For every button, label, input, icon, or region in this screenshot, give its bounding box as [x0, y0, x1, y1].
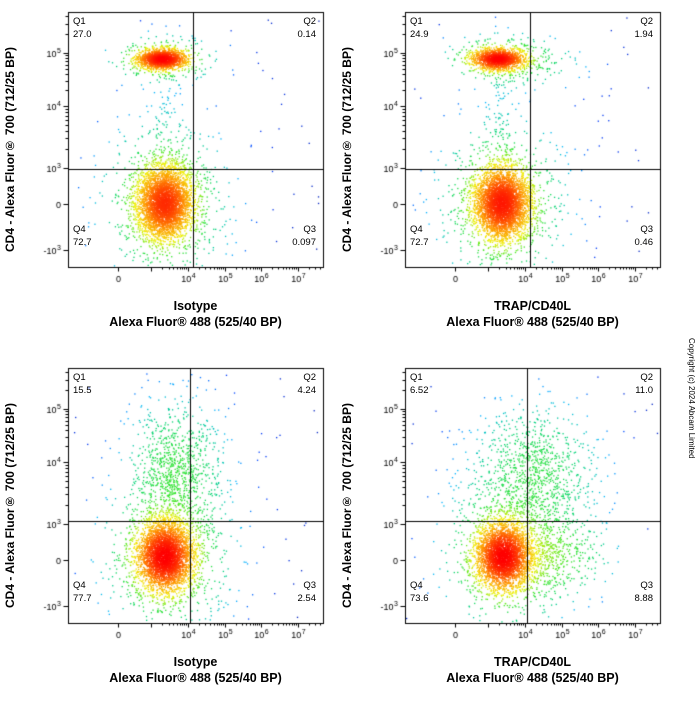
plot-area: Q1 24.9 Q2 1.94 Q4 72.7 Q3 0.46: [359, 6, 666, 293]
y-axis-title: CD4 - Alexa Fluor® 700 (712/25 BP): [340, 47, 354, 252]
x-axis-title-line1: Isotype: [173, 655, 218, 669]
copyright-notice: Copyright (c) 2024 Abcam Limited: [687, 338, 696, 459]
scatter-canvas: [359, 362, 666, 649]
y-axis-title: CD4 - Alexa Fluor® 700 (712/25 BP): [340, 403, 354, 608]
flow-plot-panel-top-left: CD4 - Alexa Fluor® 700 (712/25 BP) Q1 27.…: [0, 2, 337, 347]
plot-area: Q1 27.0 Q2 0.14 Q4 72.7 Q3 0.097: [22, 6, 329, 293]
plot-area: Q1 15.5 Q2 4.24 Q4 77.7 Q3 2.54: [22, 362, 329, 649]
x-axis-title-line2: Alexa Fluor® 488 (525/40 BP): [109, 314, 282, 329]
x-axis-title-line2: Alexa Fluor® 488 (525/40 BP): [446, 314, 619, 329]
scatter-canvas: [22, 6, 329, 293]
plot-area: Q1 6.52 Q2 11.0 Q4 73.6 Q3 8.88: [359, 362, 666, 649]
x-axis-title: TRAP/CD40L Alexa Fluor® 488 (525/40 BP): [405, 655, 660, 686]
x-axis-title-line1: TRAP/CD40L: [493, 655, 572, 669]
flow-plot-panel-bottom-left: CD4 - Alexa Fluor® 700 (712/25 BP) Q1 15.…: [0, 358, 337, 703]
x-axis-title-line2: Alexa Fluor® 488 (525/40 BP): [446, 670, 619, 685]
x-axis-title-line2: Alexa Fluor® 488 (525/40 BP): [109, 670, 282, 685]
y-axis-title: CD4 - Alexa Fluor® 700 (712/25 BP): [3, 403, 17, 608]
x-axis-title: Isotype Alexa Fluor® 488 (525/40 BP): [68, 299, 323, 330]
flow-plot-panel-top-right: CD4 - Alexa Fluor® 700 (712/25 BP) Q1 24.…: [337, 2, 674, 347]
scatter-canvas: [359, 6, 666, 293]
x-axis-title: Isotype Alexa Fluor® 488 (525/40 BP): [68, 655, 323, 686]
y-axis-title: CD4 - Alexa Fluor® 700 (712/25 BP): [3, 47, 17, 252]
x-axis-title-line1: TRAP/CD40L: [493, 299, 572, 313]
scatter-canvas: [22, 362, 329, 649]
flow-plot-panel-bottom-right: CD4 - Alexa Fluor® 700 (712/25 BP) Q1 6.5…: [337, 358, 674, 703]
x-axis-title-line1: Isotype: [173, 299, 218, 313]
x-axis-title: TRAP/CD40L Alexa Fluor® 488 (525/40 BP): [405, 299, 660, 330]
